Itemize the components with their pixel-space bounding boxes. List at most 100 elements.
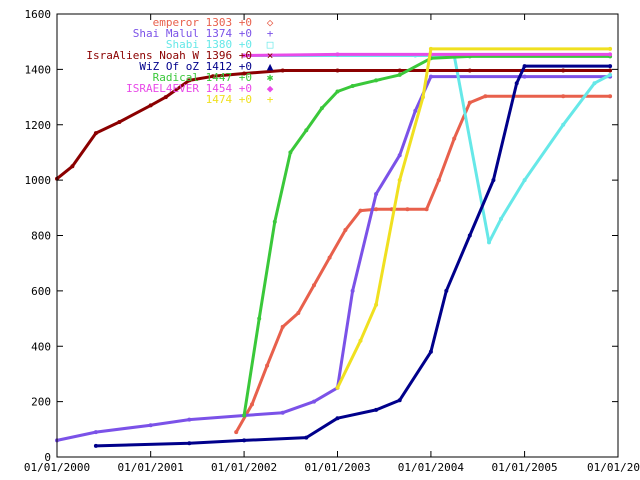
x-axis: 01/01/2000 01/01/2001 01/01/2002 01/01/2003… — [24, 14, 640, 474]
series-2-point-7 — [592, 81, 597, 86]
series-7-point-0 — [335, 385, 340, 390]
x-tick-label-6: 01/01/20 — [587, 461, 640, 474]
series-0-point-12 — [424, 207, 429, 212]
y-tick-label-4: 800 — [31, 230, 51, 243]
legend-label-6: ISRAEL4EVER 1454 +0 — [126, 82, 252, 95]
series-3-point-12 — [467, 68, 472, 73]
legend-label-4: WiZ Of oZ 1412 +0 — [139, 60, 252, 73]
series-4-point-2 — [242, 438, 247, 443]
series-0-point-17 — [561, 94, 566, 99]
series-0-point-13 — [436, 178, 441, 183]
series-7-point-1 — [358, 338, 363, 343]
series-7-point-6 — [608, 46, 613, 51]
y-tick-label-7: 1400 — [25, 63, 52, 76]
series-1-point-11 — [413, 108, 418, 113]
y-axis: 0 200 400 600 800 1000 1200 1400 1600 — [25, 8, 618, 464]
legend-marker-4: ▲ — [267, 60, 274, 73]
series-3-point-3 — [117, 120, 122, 124]
series-0-point-0 — [234, 430, 239, 435]
series-5-point-3 — [288, 150, 293, 155]
series-1-point-3 — [187, 417, 192, 422]
series-3-point-11 — [397, 68, 402, 73]
series-5-point-4 — [304, 128, 309, 133]
legend-marker-7: + — [267, 93, 274, 106]
y-tick-label-6: 1200 — [25, 119, 52, 132]
series-3-point-2 — [93, 131, 98, 136]
series-4-point-10 — [491, 178, 496, 183]
series-4-point-0 — [93, 443, 98, 448]
series-0-point-14 — [452, 136, 457, 141]
series-0-point-11 — [405, 207, 410, 212]
series-3-point-1 — [70, 164, 75, 169]
series-5-point-1 — [257, 316, 262, 321]
x-tick-label-5: 01/01/2005 — [491, 461, 557, 474]
series-4-point-5 — [374, 407, 379, 412]
series-3-point-8 — [242, 71, 247, 76]
series-line-6 — [244, 52, 611, 57]
series-3-point-9 — [280, 68, 285, 73]
series-0-point-16 — [483, 94, 488, 99]
series-6-point-0 — [242, 53, 247, 58]
series-3-point-13 — [561, 68, 566, 73]
series-6-point-1 — [335, 52, 340, 57]
series-3-point-10 — [335, 68, 340, 73]
series-1-point-2 — [148, 423, 153, 428]
series-3-point-6 — [187, 78, 192, 83]
y-tick-label-3: 600 — [31, 285, 51, 298]
series-0-point-9 — [374, 207, 379, 212]
series-5-point-8 — [374, 78, 379, 83]
series-line-4 — [95, 64, 611, 448]
series-5-point-5 — [319, 106, 324, 111]
legend-marker-5: ✱ — [267, 71, 274, 84]
series-5-point-2 — [272, 219, 277, 224]
series-0-point-5 — [312, 283, 316, 288]
series-2-point-4 — [499, 216, 503, 221]
y-tick-label-8: 1600 — [25, 8, 52, 21]
series-4-point-3 — [304, 435, 309, 440]
series-0-point-15 — [467, 100, 472, 105]
legend-label-3: IsraAliens Noah W 1396 +0 — [86, 49, 252, 62]
series-1-point-8 — [350, 288, 355, 293]
series-2-point-8 — [608, 72, 613, 77]
series-4-point-4 — [335, 416, 340, 421]
series-3-point-7 — [210, 74, 215, 79]
legend-marker-0: ◇ — [267, 16, 274, 29]
x-tick-label-4: 01/01/2004 — [398, 461, 465, 474]
series-0-point-8 — [358, 208, 363, 213]
series-1-point-9 — [374, 192, 379, 196]
series-1-point-1 — [93, 430, 98, 435]
series-4-point-13 — [608, 64, 613, 69]
series-2-point-6 — [561, 122, 566, 127]
series-0-point-1 — [250, 402, 254, 407]
x-tick-label-2: 01/01/2002 — [211, 461, 277, 474]
series-5-point-9 — [397, 72, 402, 77]
series-0-point-6 — [327, 255, 332, 260]
x-tick-label-1: 01/01/2001 — [118, 461, 184, 474]
series-1-point-10 — [397, 153, 402, 158]
y-tick-label-0: 0 — [44, 451, 51, 464]
series-0-point-2 — [265, 363, 270, 368]
legend-marker-6: ◆ — [267, 82, 274, 95]
legend-label-5: Radical 1447 +0 — [153, 71, 252, 84]
series-5-point-0 — [242, 413, 247, 418]
legend-label-2: Shabi 1380 +0 — [166, 38, 252, 51]
series-0-point-4 — [296, 311, 301, 315]
series-7-point-4 — [421, 95, 425, 100]
series-1-point-13 — [522, 74, 527, 79]
series-5-point-7 — [350, 84, 355, 88]
series-0-point-7 — [343, 228, 348, 232]
series-2-point-3 — [487, 240, 491, 245]
series-4-point-9 — [467, 233, 472, 238]
legend-label-7: 1474 +0 — [206, 93, 252, 106]
legend-label-0: emperor 1303 +0 — [153, 16, 252, 29]
x-tick-label-3: 01/01/2003 — [304, 461, 370, 474]
series-5-point-6 — [335, 89, 340, 94]
series-7-point-3 — [397, 178, 402, 183]
series-7-point-2 — [374, 302, 379, 307]
series-4-point-11 — [514, 81, 519, 86]
series-4-point-8 — [444, 288, 449, 293]
series-3-point-14 — [608, 68, 613, 73]
series-1-point-12 — [428, 74, 433, 79]
